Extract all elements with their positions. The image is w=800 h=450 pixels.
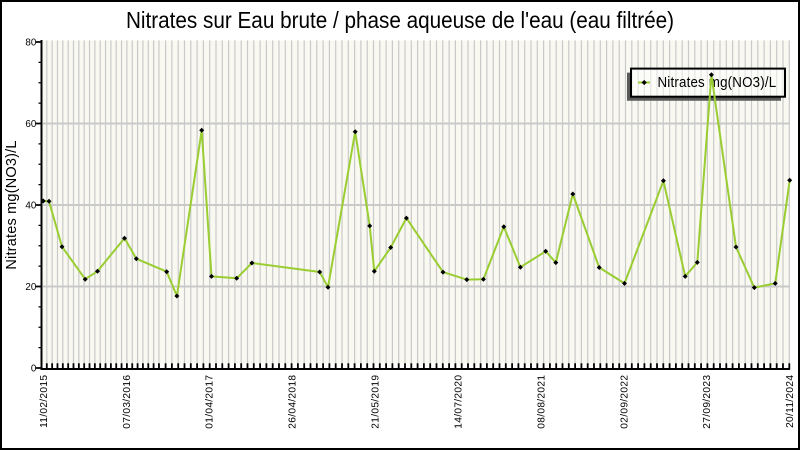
svg-text:14/07/2020: 14/07/2020	[453, 375, 464, 429]
svg-text:27/09/2023: 27/09/2023	[702, 375, 713, 429]
svg-text:08/08/2021: 08/08/2021	[536, 375, 547, 429]
svg-text:Nitrates sur Eau brute / phase: Nitrates sur Eau brute / phase aqueuse d…	[126, 7, 674, 33]
svg-text:80: 80	[25, 38, 36, 49]
svg-text:20: 20	[25, 282, 36, 293]
svg-text:02/09/2022: 02/09/2022	[619, 375, 630, 429]
svg-text:40: 40	[25, 201, 36, 212]
svg-text:20/11/2024: 20/11/2024	[785, 375, 796, 428]
svg-text:21/05/2019: 21/05/2019	[371, 375, 382, 429]
svg-text:Nitrates mg(NO3)/L: Nitrates mg(NO3)/L	[4, 140, 20, 269]
svg-text:07/03/2016: 07/03/2016	[122, 375, 133, 429]
svg-text:0: 0	[31, 364, 37, 375]
svg-text:11/02/2015: 11/02/2015	[39, 375, 50, 428]
svg-text:01/04/2017: 01/04/2017	[205, 375, 216, 429]
svg-text:60: 60	[25, 119, 36, 130]
svg-text:Nitrates mg(NO3)/L: Nitrates mg(NO3)/L	[658, 73, 777, 90]
svg-text:26/04/2018: 26/04/2018	[288, 375, 299, 429]
